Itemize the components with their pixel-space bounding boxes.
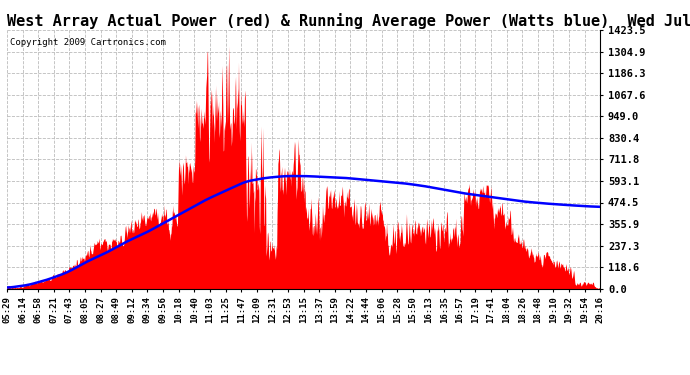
Text: Copyright 2009 Cartronics.com: Copyright 2009 Cartronics.com (10, 38, 166, 47)
Text: West Array Actual Power (red) & Running Average Power (Watts blue)  Wed Jul 8 20: West Array Actual Power (red) & Running … (7, 13, 690, 29)
